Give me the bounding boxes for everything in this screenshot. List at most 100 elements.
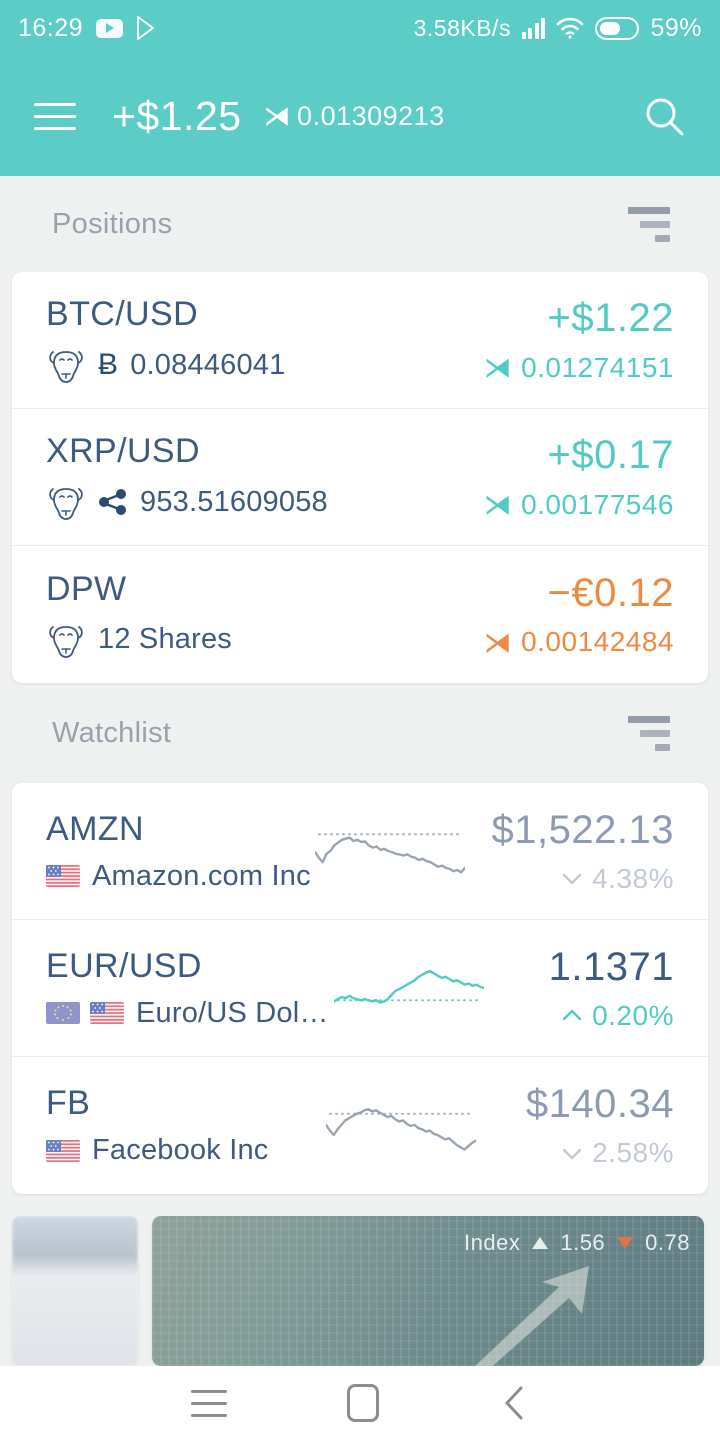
play-store-icon bbox=[136, 16, 156, 40]
bull-icon bbox=[49, 625, 83, 658]
chevron-up-icon bbox=[562, 1009, 582, 1021]
watchlist-company-name: Facebook Inc bbox=[92, 1134, 269, 1166]
watchlist-company-name: Amazon.com Inc bbox=[92, 859, 311, 892]
positions-sort-icon[interactable] bbox=[628, 206, 670, 242]
watchlist-company: Amazon.com Inc bbox=[46, 860, 311, 893]
eu-flag bbox=[46, 1002, 80, 1024]
portfolio-eth-amount: 0.01309213 bbox=[297, 100, 445, 131]
position-pnl-eth-amount: 0.01274151 bbox=[521, 351, 674, 383]
watchlist-price: $140.34 bbox=[525, 1082, 674, 1126]
position-pnl: +$0.17 bbox=[547, 433, 674, 477]
news-index-down: 0.78 bbox=[645, 1230, 690, 1255]
arrow-up-icon bbox=[475, 1266, 589, 1366]
watchlist-change-percent: 2.58% bbox=[592, 1137, 674, 1168]
watchlist-change-percent: 0.20% bbox=[592, 999, 674, 1031]
position-row-left: DPW 12 Shares bbox=[46, 570, 232, 660]
hamburger-icon[interactable] bbox=[34, 102, 76, 130]
country-flags bbox=[46, 865, 80, 887]
search-icon[interactable] bbox=[642, 94, 686, 138]
news-overlay-stats: Index 1.56 0.78 bbox=[464, 1230, 690, 1256]
chevron-down-icon bbox=[562, 1148, 582, 1159]
currency-glyph: Ƀ bbox=[98, 348, 119, 381]
news-strip: Index 1.56 0.78 bbox=[0, 1216, 720, 1366]
status-bar-right: 3.58KB/s 59% bbox=[414, 14, 702, 43]
youtube-icon bbox=[96, 18, 124, 38]
watchlist-change: 4.38% bbox=[561, 863, 674, 895]
status-time: 16:29 bbox=[18, 13, 84, 42]
chevron-down-icon bbox=[562, 873, 582, 885]
watchlist-change: 2.58% bbox=[561, 1137, 674, 1169]
position-holding-amount: 953.51609058 bbox=[140, 485, 328, 518]
portfolio-value-eth: ⧕ 0.01309213 bbox=[264, 101, 445, 132]
market-chart-photo: Index 1.56 0.78 bbox=[152, 1216, 704, 1366]
ethereum-icon: ⧕ bbox=[263, 100, 292, 131]
battery-icon bbox=[595, 16, 640, 40]
watchlist-card: AMZN Amazon.com Inc $1,522.13 4.38% EUR/USD E… bbox=[12, 783, 708, 1194]
app-bar: +$1.25 ⧕ 0.01309213 bbox=[0, 56, 720, 176]
portfolio-value: +$1.25 bbox=[112, 92, 242, 139]
watchlist-row-right: $1,522.13 4.38% bbox=[492, 808, 674, 895]
sparkline-chart bbox=[325, 1107, 476, 1151]
sparkline-chart bbox=[314, 833, 465, 874]
position-row-right: +$1.22 ⧕ 0.01274151 bbox=[484, 296, 674, 384]
watchlist-row[interactable]: AMZN Amazon.com Inc $1,522.13 4.38% bbox=[12, 783, 708, 920]
watchlist-company-name: Euro/US Dol… bbox=[136, 996, 329, 1029]
network-speed: 3.58KB/s bbox=[413, 14, 511, 41]
position-pnl: +$1.22 bbox=[547, 296, 674, 340]
wifi-icon bbox=[556, 17, 584, 39]
status-bar: 16:29 3.58KB/s 59% bbox=[0, 0, 720, 56]
watchlist-row-left: AMZN Amazon.com Inc bbox=[46, 809, 311, 893]
watchlist-row[interactable]: FB Facebook Inc $140.34 2.58% bbox=[12, 1057, 708, 1194]
watchlist-symbol: FB bbox=[46, 1084, 91, 1122]
position-row[interactable]: XRP/USD 953.51609058 +$0.17 ⧕ 0.00177546 bbox=[12, 409, 708, 546]
cellular-signal-icon bbox=[521, 17, 546, 39]
country-flags bbox=[46, 1139, 80, 1162]
watchlist-row-right: $140.34 2.58% bbox=[526, 1082, 674, 1169]
position-row-right: −€0.12 ⧕ 0.00142484 bbox=[484, 571, 674, 659]
position-pnl-eth: ⧕ 0.01274151 bbox=[484, 351, 674, 384]
positions-section-header: Positions bbox=[0, 176, 720, 272]
position-holding-amount: 12 Shares bbox=[98, 623, 232, 655]
position-pnl-eth-amount: 0.00177546 bbox=[521, 488, 674, 520]
position-row[interactable]: DPW 12 Shares −€0.12 ⧕ 0.00142484 bbox=[12, 546, 708, 683]
position-row-right: +$0.17 ⧕ 0.00177546 bbox=[484, 433, 674, 521]
position-pnl-eth-amount: 0.00142484 bbox=[521, 626, 674, 657]
positions-title: Positions bbox=[52, 207, 173, 240]
ethereum-icon: ⧕ bbox=[483, 626, 513, 658]
position-symbol: BTC/USD bbox=[46, 295, 199, 333]
position-row[interactable]: BTC/USD Ƀ 0.08446041 +$1.22 ⧕ 0.01274151 bbox=[12, 272, 708, 409]
triangle-down-icon bbox=[617, 1237, 634, 1249]
watchlist-title: Watchlist bbox=[52, 716, 172, 749]
positions-card: BTC/USD Ƀ 0.08446041 +$1.22 ⧕ 0.01274151 XRP/U… bbox=[12, 272, 708, 683]
news-index-label: Index bbox=[464, 1230, 521, 1255]
watchlist-row[interactable]: EUR/USD Euro/US Dol… 1.1371 0.20% bbox=[12, 920, 708, 1057]
battery-percent: 59% bbox=[650, 13, 702, 42]
position-pnl-eth: ⧕ 0.00142484 bbox=[484, 626, 674, 659]
watchlist-change-percent: 4.38% bbox=[592, 862, 674, 894]
watchlist-price: 1.1371 bbox=[548, 944, 674, 989]
watchlist-sort-icon[interactable] bbox=[628, 715, 670, 751]
news-card[interactable] bbox=[12, 1216, 138, 1366]
position-holding: 12 Shares bbox=[46, 620, 232, 660]
ripple-icon bbox=[99, 489, 126, 515]
watchlist-change: 0.20% bbox=[561, 1000, 674, 1032]
watchlist-row-left: EUR/USD Euro/US Dol… bbox=[46, 946, 328, 1030]
position-holding-amount: 0.08446041 bbox=[130, 348, 286, 381]
watchlist-symbol: EUR/USD bbox=[46, 946, 202, 985]
us-flag bbox=[46, 1139, 80, 1162]
country-flags bbox=[46, 1002, 124, 1024]
home-icon[interactable] bbox=[347, 1384, 379, 1422]
watchlist-company: Euro/US Dol… bbox=[46, 997, 328, 1030]
content-sheet: Positions BTC/USD Ƀ 0.08446041 +$1.22 ⧕ 0.012… bbox=[0, 176, 720, 1366]
us-flag bbox=[90, 1002, 124, 1024]
position-symbol: XRP/USD bbox=[46, 432, 200, 470]
back-icon[interactable] bbox=[499, 1384, 529, 1422]
watchlist-symbol: AMZN bbox=[46, 809, 144, 848]
position-holding: 953.51609058 bbox=[46, 482, 328, 522]
watchlist-row-right: 1.1371 0.20% bbox=[549, 945, 674, 1032]
bull-icon bbox=[49, 488, 83, 520]
recents-icon[interactable] bbox=[191, 1389, 227, 1417]
news-card[interactable]: Index 1.56 0.78 bbox=[152, 1216, 704, 1366]
position-holding: Ƀ 0.08446041 bbox=[46, 345, 285, 385]
android-nav-bar bbox=[0, 1366, 720, 1440]
